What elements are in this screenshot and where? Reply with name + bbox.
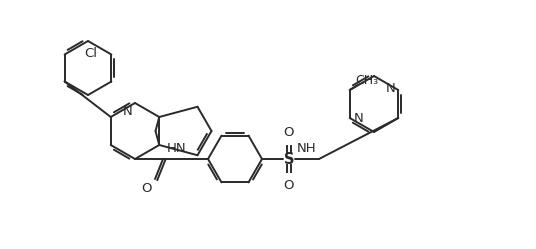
- Text: N: N: [385, 81, 395, 95]
- Text: O: O: [284, 126, 294, 139]
- Text: CH₃: CH₃: [355, 74, 378, 87]
- Text: N: N: [354, 112, 363, 124]
- Text: NH: NH: [297, 142, 317, 155]
- Text: S: S: [284, 151, 294, 167]
- Text: HN: HN: [167, 142, 187, 155]
- Text: Cl: Cl: [84, 47, 98, 60]
- Text: O: O: [142, 182, 152, 195]
- Text: N: N: [122, 105, 132, 118]
- Text: O: O: [284, 179, 294, 192]
